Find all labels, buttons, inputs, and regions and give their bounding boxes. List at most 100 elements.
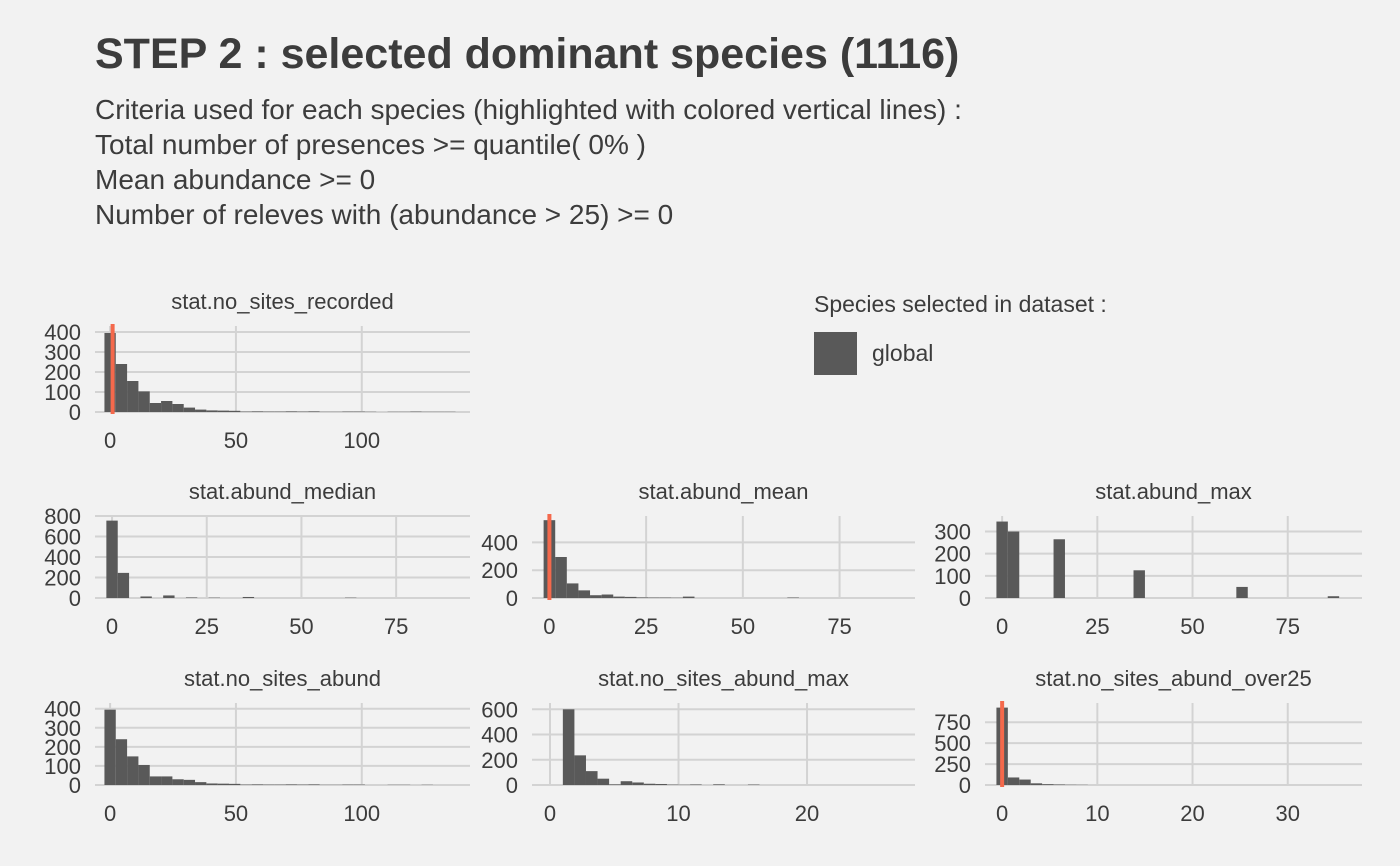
histogram-bar <box>655 783 667 785</box>
histogram-bar <box>138 764 150 785</box>
histogram-bar <box>613 596 625 598</box>
x-tick-label: 75 <box>384 614 408 639</box>
x-tick-label: 50 <box>1180 614 1204 639</box>
histogram-bar <box>996 521 1008 598</box>
x-tick-label: 0 <box>544 801 556 826</box>
histogram-bar <box>632 782 644 785</box>
y-tick-label: 200 <box>481 748 518 773</box>
x-tick-label: 75 <box>827 614 851 639</box>
legend-swatch <box>814 332 857 375</box>
y-tick-label: 250 <box>934 752 971 777</box>
y-tick-label: 100 <box>44 380 81 405</box>
histogram-bar <box>636 597 649 598</box>
histogram-bar <box>115 739 128 785</box>
y-tick-label: 200 <box>44 735 81 760</box>
x-tick-label: 50 <box>289 614 313 639</box>
histogram-bar <box>127 756 139 785</box>
y-tick-label: 0 <box>506 773 518 798</box>
histogram-bar <box>682 596 695 598</box>
y-tick-label: 400 <box>44 320 81 345</box>
y-tick-label: 0 <box>506 586 518 611</box>
subtitle-line: Number of releves with (abundance > 25) … <box>95 199 674 230</box>
legend-label: global <box>872 340 934 366</box>
histogram-bar <box>242 596 255 598</box>
x-tick-label: 0 <box>543 614 555 639</box>
histogram-bar <box>609 784 621 785</box>
histogram-bar <box>251 411 263 412</box>
x-tick-label: 0 <box>104 428 116 453</box>
histogram-bar <box>104 709 116 785</box>
histogram-bar <box>566 583 579 598</box>
x-tick-label: 50 <box>224 428 248 453</box>
x-tick-label: 75 <box>1276 614 1300 639</box>
y-tick-label: 200 <box>934 542 971 567</box>
histogram-bar <box>285 784 297 785</box>
y-tick-label: 400 <box>481 530 518 555</box>
histogram-bar <box>195 782 207 785</box>
histogram-bar <box>643 783 656 785</box>
y-tick-label: 200 <box>44 360 81 385</box>
histogram-bar <box>585 771 598 785</box>
panel-title: stat.no_sites_abund_max <box>598 666 849 691</box>
panel-title: stat.no_sites_recorded <box>171 289 394 314</box>
y-tick-label: 200 <box>481 558 518 583</box>
x-tick-label: 50 <box>731 614 755 639</box>
x-tick-label: 10 <box>666 801 690 826</box>
histogram-bar <box>601 594 614 598</box>
y-tick-label: 600 <box>44 525 81 550</box>
legend-title: Species selected in dataset : <box>814 291 1107 317</box>
histogram-bar <box>308 784 320 785</box>
panel-title: stat.no_sites_abund_over25 <box>1035 666 1311 691</box>
histogram-bar <box>1007 777 1020 785</box>
x-tick-label: 30 <box>1276 801 1300 826</box>
y-tick-label: 0 <box>69 400 81 425</box>
panel-title: stat.abund_median <box>189 479 376 504</box>
histogram-bar <box>161 776 173 785</box>
x-tick-label: 100 <box>343 428 380 453</box>
histogram-bar <box>1019 779 1031 785</box>
y-tick-label: 0 <box>69 586 81 611</box>
histogram-bar <box>713 784 725 785</box>
x-tick-label: 10 <box>1085 801 1109 826</box>
histogram-bar <box>195 409 207 412</box>
y-tick-label: 0 <box>959 586 971 611</box>
histogram-bar <box>229 783 241 785</box>
histogram-bar <box>117 572 130 598</box>
x-tick-label: 25 <box>634 614 658 639</box>
x-tick-label: 20 <box>1180 801 1204 826</box>
histogram-bar <box>217 783 230 785</box>
x-tick-label: 0 <box>996 801 1008 826</box>
histogram-bar <box>106 520 118 598</box>
histogram-bar <box>285 411 297 412</box>
histogram-bar <box>185 597 198 598</box>
y-tick-label: 400 <box>44 545 81 570</box>
histogram-bar <box>1053 539 1065 598</box>
y-tick-label: 100 <box>934 564 971 589</box>
histogram-bar <box>172 779 184 785</box>
subtitle-line: Total number of presences >= quantile( 0… <box>95 129 646 160</box>
x-tick-label: 50 <box>224 801 248 826</box>
y-tick-label: 200 <box>44 566 81 591</box>
x-tick-label: 0 <box>104 801 116 826</box>
histogram-bar <box>1030 783 1043 785</box>
y-tick-label: 400 <box>44 697 81 722</box>
histogram-bar <box>161 401 173 412</box>
y-tick-label: 100 <box>44 754 81 779</box>
histogram-bar <box>229 410 241 412</box>
histogram-bar <box>149 776 162 785</box>
histogram-bar <box>217 410 230 412</box>
histogram-bar <box>104 333 116 412</box>
panel-title: stat.abund_max <box>1095 479 1252 504</box>
histogram-bar <box>138 391 150 412</box>
histogram-bar <box>620 781 633 785</box>
subtitle-line: Criteria used for each species (highligh… <box>95 94 962 125</box>
y-tick-label: 300 <box>44 340 81 365</box>
y-tick-label: 300 <box>44 716 81 741</box>
histogram-bar <box>1042 784 1054 785</box>
y-tick-label: 750 <box>934 710 971 735</box>
chart-subtitle: Criteria used for each species (highligh… <box>95 92 962 232</box>
